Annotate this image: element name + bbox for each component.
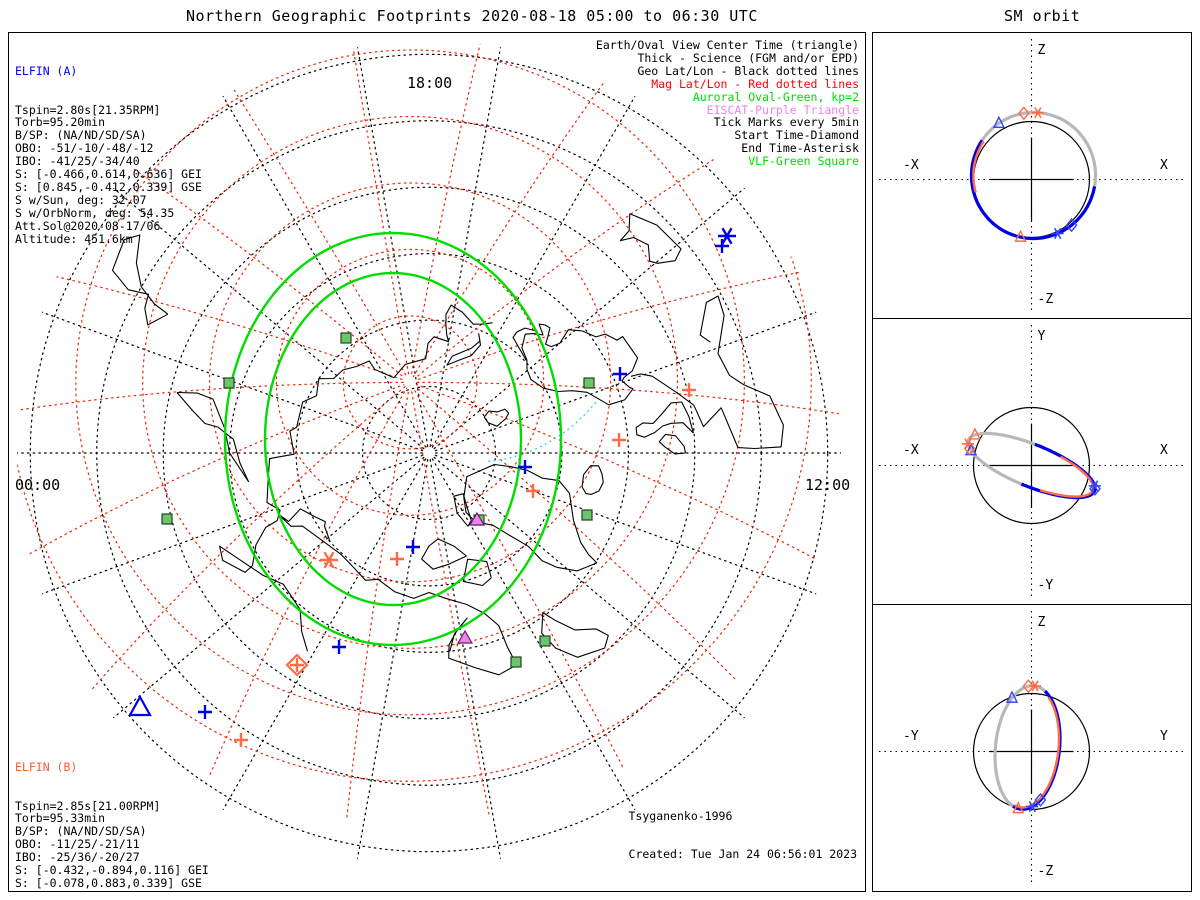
info-line: S w/Sun, deg: 32.07 bbox=[15, 192, 147, 207]
axis-label-down-xy: -Y bbox=[1037, 577, 1054, 593]
info-line: Att.Sol@2020-08-17/06 bbox=[15, 218, 161, 233]
orbit-svg-yz bbox=[879, 610, 1184, 884]
orbit-view-yz[interactable]: Z -Z -Y Y bbox=[873, 605, 1191, 891]
info-line: Altitude: 451.6km bbox=[15, 231, 133, 246]
info-line: B/SP: (NA/ND/SD/SA) bbox=[15, 824, 147, 839]
axis-label-right-yz: Y bbox=[1160, 729, 1168, 745]
info-line: Torb=95.33min bbox=[15, 811, 106, 826]
info-line: S: [-0.432,-0.894,0.116] GEI bbox=[15, 863, 209, 878]
mlt-label-top: 18:00 bbox=[407, 74, 453, 92]
legend-line: EISCAT-Purple Triangle bbox=[706, 102, 859, 117]
map-legend: Earth/Oval View Center Time (triangle) Th… bbox=[596, 39, 859, 168]
info-line: S w/OrbNorm, deg: 54.35 bbox=[15, 205, 175, 220]
info-line: IBO: -41/25/-34/40 bbox=[15, 154, 140, 169]
info-line: IBO: -25/36/-20/27 bbox=[15, 850, 140, 865]
legend-line: Geo Lat/Lon - Black dotted lines bbox=[637, 63, 859, 78]
info-line: Tspin=2.85s[21.00RPM] bbox=[15, 798, 161, 813]
track-elfin-b bbox=[145, 383, 696, 796]
elfin-b-parameters: Tspin=2.85s[21.00RPM] Torb=95.33min B/SP: … bbox=[15, 798, 209, 891]
page-title: Northern Geographic Footprints 2020-08-1… bbox=[186, 7, 758, 25]
coastlines bbox=[111, 213, 784, 676]
legend-line: Tick Marks every 5min bbox=[713, 115, 859, 130]
created-timestamp: Created: Tue Jan 24 06:56:01 2023 bbox=[628, 847, 857, 862]
elfin-a-parameters: Tspin=2.80s[21.35RPM] Torb=95.20min B/SP: … bbox=[15, 102, 202, 246]
orbit-view-xz[interactable]: Z -Z -X X bbox=[873, 33, 1191, 319]
legend-line: VLF-Green Square bbox=[748, 154, 859, 169]
axis-label-up-xz: Z bbox=[1037, 43, 1046, 58]
orbit-elfin-a bbox=[969, 139, 1097, 241]
info-line: OBO: -51/-10/-48/-12 bbox=[15, 141, 154, 156]
orbit-elfin-a bbox=[1012, 689, 1062, 811]
elfin-a-info-block: ELFIN (A) Tspin=2.80s[21.35RPM] Torb=95.2… bbox=[15, 39, 202, 271]
orbit-elfin-b bbox=[1039, 455, 1095, 498]
legend-line: Auroral Oval-Green, kp=2 bbox=[692, 89, 859, 104]
mlt-label-left: 00:00 bbox=[15, 476, 61, 494]
orbit-view-xy[interactable]: Y -Y -X X bbox=[873, 319, 1191, 605]
axis-label-down-xz: -Z bbox=[1037, 292, 1054, 307]
info-line: S w/Sun, deg: 94.75 bbox=[15, 889, 209, 891]
vlf-station-markers bbox=[161, 332, 595, 668]
legend-line: Thick - Science (FGM and/or EPD) bbox=[637, 50, 859, 65]
model-name: Tsyganenko-1996 bbox=[628, 808, 733, 823]
info-line: Tspin=2.80s[21.35RPM] bbox=[15, 102, 161, 117]
elfin-a-name: ELFIN (A) bbox=[15, 63, 78, 78]
orbit-gray bbox=[993, 684, 1062, 811]
info-line: Torb=95.20min bbox=[15, 115, 106, 130]
geographic-footprint-map[interactable]: 18:00 00:00 12:00 06:00 ELFIN (A) Tspin=… bbox=[8, 32, 866, 892]
elfin-b-name: ELFIN (B) bbox=[15, 759, 78, 774]
legend-line: Start Time-Diamond bbox=[734, 128, 859, 143]
legend-line: Mag Lat/Lon - Red dotted lines bbox=[651, 76, 859, 91]
mlt-label-right: 12:00 bbox=[805, 476, 851, 494]
orbit-svg-xy bbox=[879, 324, 1184, 598]
sm-orbit-title: SM orbit bbox=[1004, 7, 1081, 25]
axis-label-up-yz: Z bbox=[1037, 614, 1046, 630]
orbit-svg-xz bbox=[879, 39, 1184, 312]
credits-block: Tsyganenko-1996 Created: Tue Jan 24 06:5… bbox=[629, 784, 857, 887]
info-line: S: [-0.078,0.883,0.339] GSE bbox=[15, 875, 202, 890]
axis-label-left-xy: -X bbox=[903, 443, 919, 459]
axis-label-left-xz: -X bbox=[903, 157, 919, 173]
sm-orbit-panel[interactable]: Z -Z -X X Y -Y -X X Z -Z -Y Y bbox=[872, 32, 1192, 892]
legend-line: End Time-Asterisk bbox=[741, 141, 859, 156]
elfin-b-info-block: ELFIN (B) Tspin=2.85s[21.00RPM] Torb=95.3… bbox=[15, 735, 209, 891]
orbit-elfin-b bbox=[1014, 696, 1061, 809]
axis-label-right-xz: X bbox=[1160, 157, 1168, 173]
info-line: B/SP: (NA/ND/SD/SA) bbox=[15, 128, 147, 143]
axis-label-left-yz: -Y bbox=[903, 729, 919, 745]
info-line: S: [0.845,-0.412,0.339] GSE bbox=[15, 179, 202, 194]
axis-label-down-yz: -Z bbox=[1037, 863, 1054, 879]
orbit-elfin-b bbox=[972, 140, 985, 193]
auroral-oval bbox=[223, 231, 563, 647]
info-line: S: [-0.466,0.614,0.636] GEI bbox=[15, 167, 202, 182]
eiscat-station-markers bbox=[456, 511, 486, 644]
geo-grid-lines bbox=[17, 41, 841, 865]
legend-line: Earth/Oval View Center Time (triangle) bbox=[595, 38, 859, 52]
axis-label-right-xy: X bbox=[1160, 443, 1168, 459]
map-canvas bbox=[17, 41, 841, 865]
info-line: OBO: -11/25/-21/11 bbox=[15, 837, 140, 852]
axis-label-up-xy: Y bbox=[1037, 328, 1046, 344]
